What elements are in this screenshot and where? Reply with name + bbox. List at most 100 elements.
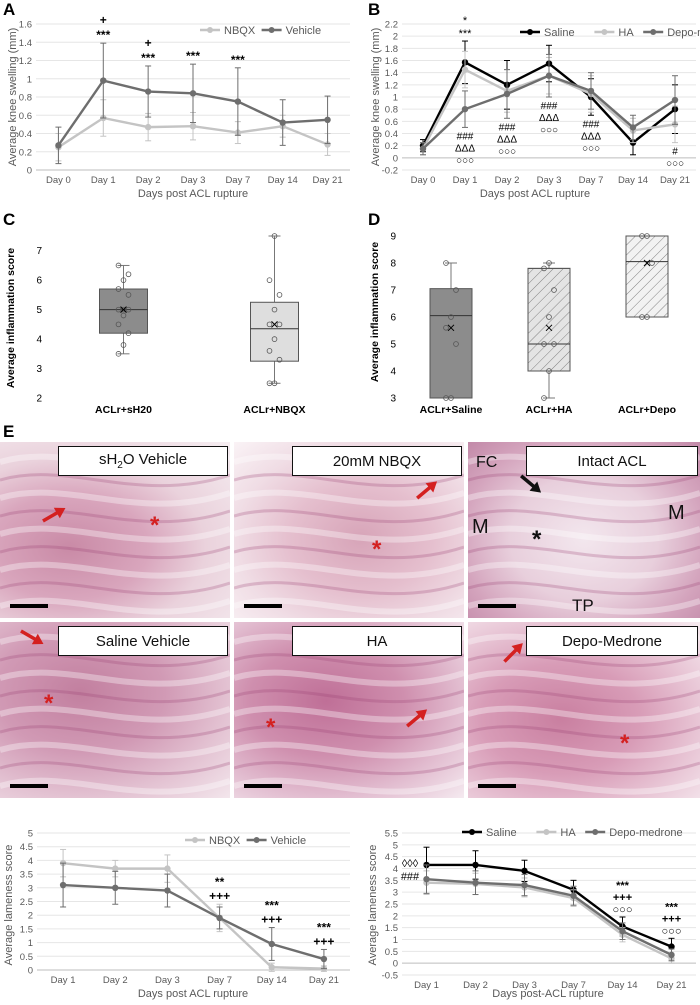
data-point	[144, 88, 152, 95]
x-tick-label: Day 0	[46, 175, 71, 186]
tissue-fibre	[0, 509, 230, 524]
tissue-fibre	[234, 653, 464, 668]
series-line	[63, 883, 325, 961]
significance-mark: ◊◊◊	[402, 858, 419, 870]
data-point	[112, 884, 119, 891]
chart-f: 0 0.5 1 1.5 2 2.5 3 3.5 4 4.5 5 Day 1 Day 2 Day 3 Day …	[3, 829, 350, 1000]
y-tick-label: 2	[393, 32, 398, 43]
y-axis-label: Average knee swelling (mm)	[7, 28, 19, 167]
legend-label: Vehicle	[271, 835, 306, 847]
significance-mark: ○○○	[456, 155, 474, 166]
y-tick-label: 1.4	[385, 68, 398, 79]
legend-marker	[650, 29, 657, 35]
tissue-fibre	[234, 761, 464, 776]
tissue-fibre	[0, 561, 230, 579]
data-point	[419, 145, 427, 152]
tissue-fibre	[0, 581, 230, 596]
data-point	[216, 914, 223, 922]
data-point	[443, 324, 449, 331]
data-point	[541, 265, 547, 272]
significance-mark: **	[215, 875, 225, 889]
y-tick-label: 2.5	[385, 900, 398, 911]
significance-mark: +++	[662, 913, 681, 925]
x-axis-label: Days post ACL rupture	[138, 988, 248, 1000]
y-tick-label: 1	[393, 935, 398, 946]
x-tick-label: Day 2	[463, 980, 488, 991]
significance-mark: ###	[457, 131, 474, 142]
x-tick-label: Day 14	[607, 980, 637, 991]
significance-mark: +++	[209, 889, 230, 903]
box-aclr-sh20	[99, 262, 148, 357]
arrow-head	[415, 709, 428, 721]
significance-mark: +++	[613, 892, 632, 904]
data-point	[234, 98, 242, 105]
y-tick-label: 5	[36, 305, 42, 316]
legend-label: Saline	[544, 27, 575, 39]
significance-mark: ###	[541, 101, 558, 112]
x-tick-label: Day 7	[225, 175, 250, 186]
y-tick-label: 2	[28, 911, 33, 922]
data-point	[472, 861, 479, 869]
legend-marker	[192, 837, 198, 843]
y-tick-label: 4	[393, 864, 398, 875]
significance-mark: +++	[261, 913, 282, 927]
series-line	[426, 877, 673, 956]
tissue-fibre	[234, 741, 464, 759]
data-point	[668, 951, 675, 959]
histology-label: HA	[292, 626, 462, 656]
data-point	[324, 141, 331, 148]
data-point	[453, 287, 459, 293]
data-point	[276, 321, 283, 328]
arrow-marker	[503, 643, 523, 663]
data-point	[271, 306, 278, 313]
data-point	[453, 341, 459, 347]
series-vehicle	[55, 42, 331, 165]
mean-marker	[120, 306, 127, 313]
data-point	[268, 964, 275, 971]
mean-marker	[643, 259, 651, 267]
data-point	[448, 314, 454, 320]
histology-label-text: sH2O Vehicle	[98, 451, 188, 471]
y-tick-label: 0.8	[19, 93, 32, 104]
tissue-fibre	[0, 525, 230, 543]
arrow-marker	[42, 507, 66, 523]
significance-mark: ###	[583, 119, 600, 130]
x-tick-label: ACLr+sH20	[95, 404, 152, 416]
y-tick-label: 1.2	[385, 80, 398, 91]
data-point	[266, 277, 273, 283]
asterisk-marker: *	[620, 730, 630, 757]
y-tick-label: 3.5	[20, 870, 33, 881]
legend-label: Depo-medrone	[609, 827, 682, 839]
y-tick-label: 6	[390, 313, 396, 324]
y-axis-label: Average inflammation score	[369, 242, 381, 382]
y-tick-label: 2	[36, 394, 42, 405]
y-tick-label: 2.2	[385, 20, 398, 31]
significance-mark: ***	[665, 901, 679, 913]
histology-label: Intact ACL	[526, 446, 698, 476]
significance-mark: ***	[96, 28, 110, 42]
legend-label: Saline	[486, 827, 517, 839]
mean-marker	[271, 321, 278, 328]
tissue-fibre	[468, 597, 700, 615]
significance-mark: ΔΔΔ	[455, 143, 475, 154]
significance-mark: ###	[499, 122, 516, 133]
data-point	[55, 142, 62, 149]
data-point	[629, 124, 637, 131]
histology-label: Depo-Medrone	[526, 626, 698, 656]
data-point	[671, 96, 679, 104]
histology-label: sH2O Vehicle	[58, 446, 228, 476]
box-body	[429, 288, 473, 399]
data-point	[100, 77, 107, 84]
y-tick-label: 1.8	[385, 44, 398, 55]
significance-mark: ○○○	[613, 904, 633, 916]
tissue-fibre	[468, 777, 700, 795]
mean-marker	[545, 324, 553, 332]
tissue-fibre	[468, 561, 700, 579]
x-tick-label: Day 14	[618, 175, 648, 186]
significance-mark: +	[145, 36, 152, 50]
y-tick-label: 5	[28, 829, 33, 840]
y-tick-label: 0	[393, 959, 398, 970]
tissue-fibre	[468, 689, 700, 704]
y-tick-label: 0.2	[385, 141, 398, 152]
